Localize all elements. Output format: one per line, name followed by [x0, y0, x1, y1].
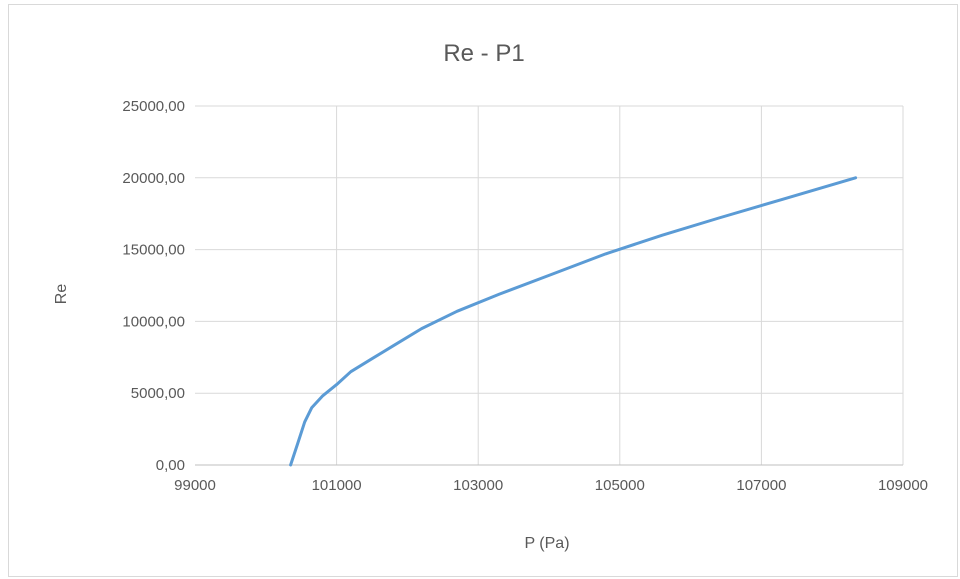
x-tick-label: 103000 [453, 477, 503, 494]
x-axis-title: P (Pa) [524, 535, 569, 552]
x-tick-label: 101000 [312, 477, 362, 494]
x-tick-label: 99000 [174, 477, 216, 494]
y-tick-label: 20000,00 [122, 170, 185, 187]
x-tick-label: 109000 [878, 477, 928, 494]
chart-area: Re - P1 0,00 5000,00 10000,00 15000,00 20000… [8, 4, 958, 577]
x-tick-label: 105000 [595, 477, 645, 494]
y-tick-label: 15000,00 [122, 242, 185, 259]
x-tick-label: 107000 [736, 477, 786, 494]
series-line [289, 176, 858, 467]
y-tick-label: 0,00 [156, 457, 185, 474]
axes: 0,00 5000,00 10000,00 15000,00 20000,00 25000… [122, 98, 928, 494]
y-tick-label: 10000,00 [122, 313, 185, 330]
series-layer [289, 176, 858, 467]
y-tick-label: 5000,00 [131, 385, 185, 402]
chart-svg: Re - P1 0,00 5000,00 10000,00 15000,00 20000… [53, 40, 928, 552]
chart-title: Re - P1 [443, 40, 524, 67]
gridlines [195, 105, 904, 465]
y-tick-label: 25000,00 [122, 98, 185, 115]
y-axis-title: Re [53, 284, 70, 305]
